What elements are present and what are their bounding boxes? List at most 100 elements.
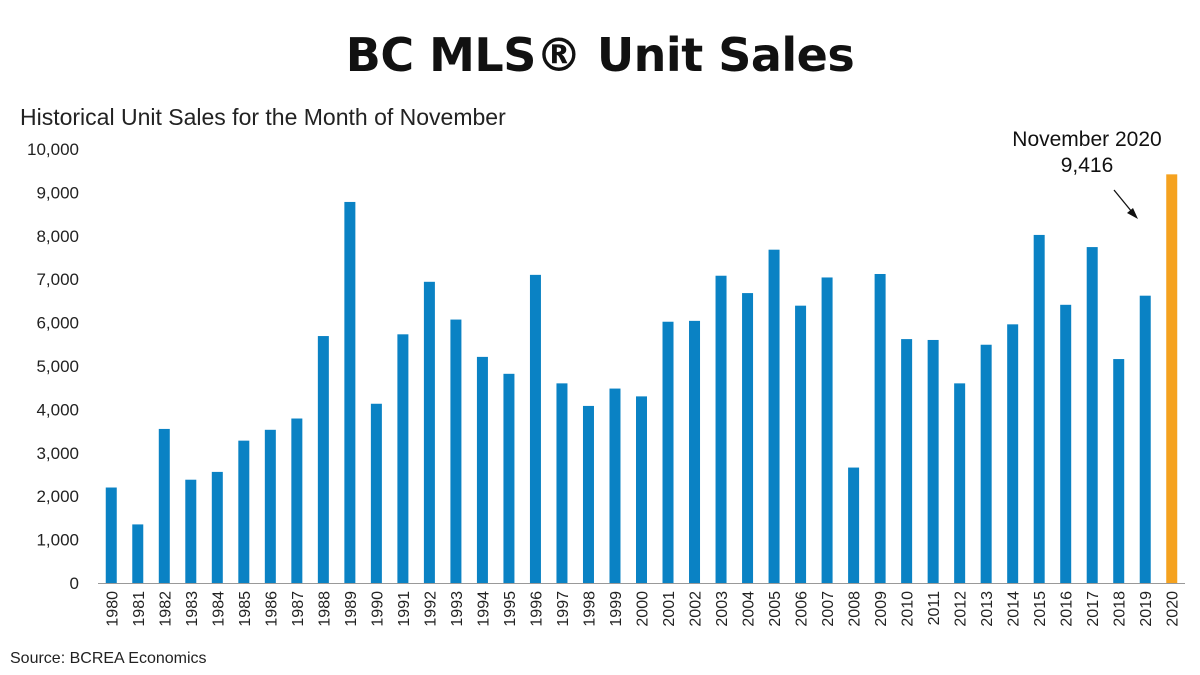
bar	[158, 428, 170, 583]
bar	[715, 275, 727, 583]
source-note: Source: BCREA Economics	[10, 650, 207, 667]
bar	[1113, 359, 1125, 583]
x-tick-label: 2010	[900, 591, 917, 627]
bar	[132, 524, 144, 583]
chart-title: BC MLS® Unit Sales	[345, 28, 855, 82]
x-tick-label: 2003	[714, 591, 731, 627]
bar	[1060, 304, 1072, 583]
bar	[1086, 247, 1098, 584]
bar	[344, 201, 356, 583]
bar	[662, 321, 674, 583]
y-tick-label: 3,000	[36, 444, 79, 463]
bar	[636, 396, 647, 583]
bar	[264, 429, 276, 583]
x-tick-label: 1982	[157, 591, 174, 627]
x-tick-label: 1988	[316, 591, 333, 627]
x-tick-label: 2014	[1006, 591, 1023, 627]
bar-highlight	[1166, 174, 1178, 584]
y-axis: 0 1,000 2,000 3,000 4,000 5,000 6,000 7,000 8,00…	[27, 140, 79, 593]
bar	[795, 305, 807, 583]
bar	[1007, 324, 1019, 583]
bar	[397, 334, 409, 583]
x-axis: 1980 1981 1982 1983 1984 1985 1986 1987 1988 1989…	[104, 591, 1181, 627]
x-tick-label: 1992	[422, 591, 439, 627]
bar	[370, 403, 382, 583]
bar	[556, 383, 568, 583]
x-tick-label: 1983	[184, 591, 201, 627]
x-tick-label: 1981	[131, 591, 148, 627]
annotation-label: November 2020	[1012, 128, 1161, 151]
bar	[1033, 234, 1045, 583]
y-tick-label: 5,000	[36, 357, 79, 376]
x-tick-label: 2001	[661, 591, 678, 627]
x-tick-label: 2018	[1112, 591, 1129, 627]
x-tick-label: 2019	[1138, 591, 1155, 627]
bar	[185, 479, 197, 583]
x-tick-label: 2002	[688, 591, 705, 627]
x-tick-label: 1993	[449, 591, 466, 627]
bar	[821, 277, 833, 583]
bar	[503, 373, 515, 583]
bar	[689, 320, 701, 583]
bar	[211, 471, 223, 583]
bar	[582, 405, 594, 583]
x-tick-label: 1999	[608, 591, 625, 627]
annotation-arrow	[1113, 189, 1133, 213]
bar	[423, 281, 435, 583]
bar	[476, 356, 488, 583]
x-tick-label: 2017	[1085, 591, 1102, 627]
annotation: November 2020 9,416	[1012, 128, 1162, 219]
annotation-arrowhead	[1127, 208, 1138, 219]
bar	[317, 336, 329, 583]
x-tick-label: 1991	[396, 591, 413, 627]
x-tick-label: 1995	[502, 591, 519, 627]
x-tick-label: 1985	[237, 591, 254, 627]
x-tick-label: 2004	[741, 591, 758, 627]
x-tick-label: 1984	[210, 591, 227, 627]
x-tick-label: 1994	[475, 591, 492, 627]
bar	[768, 249, 780, 584]
bar	[901, 339, 913, 583]
y-tick-label: 4,000	[36, 400, 79, 419]
x-tick-label: 2006	[794, 591, 811, 627]
bar	[238, 440, 250, 583]
x-tick-label: 2016	[1059, 591, 1076, 627]
x-tick-label: 2000	[635, 591, 652, 627]
x-tick-label: 2005	[767, 591, 784, 627]
bar	[874, 273, 886, 583]
x-tick-label: 1989	[343, 591, 360, 627]
x-tick-label: 2011	[926, 591, 943, 626]
bar	[980, 344, 992, 583]
y-tick-label: 9,000	[36, 183, 79, 202]
x-tick-label: 1990	[369, 591, 386, 627]
x-tick-label: 1987	[290, 591, 307, 627]
y-tick-label: 1,000	[36, 531, 79, 550]
y-tick-label: 7,000	[36, 270, 79, 289]
x-tick-label: 1997	[555, 591, 572, 627]
bar	[529, 274, 541, 583]
x-tick-label: 1986	[263, 591, 280, 627]
x-tick-label: 2013	[979, 591, 996, 627]
x-tick-label: 2012	[953, 591, 970, 627]
x-tick-label: 1998	[581, 591, 598, 627]
y-tick-label: 8,000	[36, 227, 79, 246]
x-tick-label: 2020	[1165, 591, 1182, 627]
x-tick-label: 2009	[873, 591, 890, 627]
bar	[742, 293, 754, 583]
x-tick-label: 2008	[847, 591, 864, 627]
chart-subtitle: Historical Unit Sales for the Month of N…	[20, 104, 506, 130]
bar	[1139, 295, 1151, 583]
y-tick-label: 0	[70, 574, 79, 593]
bar	[954, 383, 966, 583]
x-tick-label: 2015	[1032, 591, 1049, 627]
x-tick-label: 1980	[104, 591, 121, 627]
y-tick-label: 6,000	[36, 314, 79, 333]
bar	[105, 487, 117, 583]
bar	[848, 467, 860, 583]
x-tick-label: 2007	[820, 591, 837, 627]
annotation-value: 9,416	[1061, 154, 1114, 177]
bar	[450, 319, 462, 583]
bar	[927, 339, 939, 583]
y-tick-label: 2,000	[36, 487, 79, 506]
